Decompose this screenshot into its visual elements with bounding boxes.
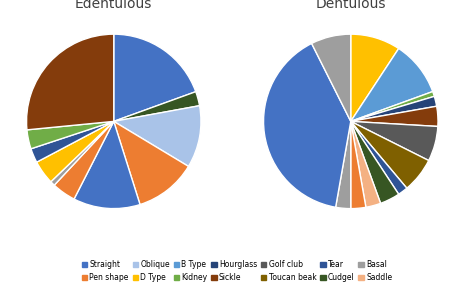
- Wedge shape: [51, 121, 114, 185]
- Wedge shape: [351, 121, 438, 160]
- Wedge shape: [351, 121, 381, 207]
- Wedge shape: [114, 121, 189, 205]
- Wedge shape: [264, 43, 351, 207]
- Wedge shape: [351, 34, 399, 121]
- Wedge shape: [351, 49, 433, 121]
- Wedge shape: [351, 92, 434, 121]
- Wedge shape: [351, 121, 428, 188]
- Title: Edentulous: Edentulous: [75, 0, 153, 11]
- Wedge shape: [351, 121, 366, 209]
- Wedge shape: [336, 121, 351, 209]
- Wedge shape: [27, 34, 114, 130]
- Wedge shape: [351, 121, 399, 203]
- Wedge shape: [114, 92, 200, 121]
- Legend: Straight, Pen shape, Oblique, D Type, B Type, Kidney, Hourglass, Sickle, Golf cl: Straight, Pen shape, Oblique, D Type, B …: [79, 257, 395, 285]
- Wedge shape: [351, 96, 437, 121]
- Wedge shape: [27, 121, 114, 149]
- Wedge shape: [54, 121, 114, 199]
- Wedge shape: [36, 121, 114, 182]
- Wedge shape: [351, 106, 438, 127]
- Title: Dentulous: Dentulous: [316, 0, 386, 11]
- Wedge shape: [114, 106, 201, 166]
- Wedge shape: [114, 34, 196, 121]
- Wedge shape: [351, 121, 407, 194]
- Wedge shape: [31, 121, 114, 162]
- Wedge shape: [311, 34, 351, 121]
- Wedge shape: [74, 121, 140, 209]
